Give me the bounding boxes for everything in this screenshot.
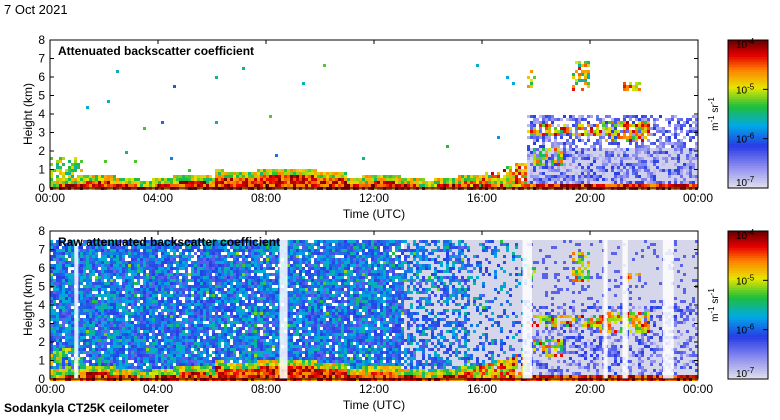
- x-tick-label: 16:00: [467, 382, 497, 396]
- axes: 0 1 2 3 4 5 6 7 8 00:00 04:00 08:00 12:00 16:00 20:00 0…: [21, 33, 713, 221]
- colorbar-unit-label: m-1 sr-1: [707, 288, 721, 322]
- date-label: 7 Oct 2021: [4, 2, 68, 17]
- y-tick-label: 2: [38, 144, 45, 158]
- y-tick-label: 8: [38, 33, 45, 47]
- y-tick-label: 7: [38, 52, 45, 66]
- y-tick-label: 2: [38, 335, 45, 349]
- y-tick-label: 8: [38, 224, 45, 238]
- y-tick-label: 6: [38, 70, 45, 84]
- y-tick-label: 1: [38, 354, 45, 368]
- y-tick-label: 0: [38, 372, 45, 386]
- colorbar-unit-label: m-1 sr-1: [707, 97, 721, 131]
- backscatter-field: [50, 231, 698, 381]
- x-axis-label: Time (UTC): [343, 398, 405, 412]
- y-axis-label: Height (km): [21, 274, 35, 336]
- backscatter-field: [50, 61, 698, 190]
- instrument-label: Sodankyla CT25K ceilometer: [4, 401, 169, 415]
- y-tick-label: 5: [38, 280, 45, 294]
- x-axis-label: Time (UTC): [343, 207, 405, 221]
- x-tick-label: 00:00: [35, 191, 65, 205]
- colorbar: 10-710-610-510-4m-1 sr-1: [707, 37, 769, 189]
- y-tick-label: 0: [38, 181, 45, 195]
- x-tick-label: 04:00: [143, 382, 173, 396]
- y-tick-label: 7: [38, 243, 45, 257]
- x-tick-label: 08:00: [251, 191, 281, 205]
- y-tick-label: 4: [38, 298, 45, 312]
- x-tick-label: 20:00: [575, 382, 605, 396]
- panel-title: Raw attenuated backscatter coefficient: [58, 235, 280, 249]
- x-tick-label: 08:00: [251, 382, 281, 396]
- y-tick-label: 6: [38, 261, 45, 275]
- y-axis-label: Height (km): [21, 83, 35, 145]
- x-tick-label: 00:00: [35, 382, 65, 396]
- x-tick-label: 04:00: [143, 191, 173, 205]
- y-tick-label: 1: [38, 163, 45, 177]
- x-tick-label: 20:00: [575, 191, 605, 205]
- x-tick-label: 12:00: [359, 191, 389, 205]
- panel-title: Attenuated backscatter coefficient: [58, 44, 254, 58]
- y-tick-label: 3: [38, 126, 45, 140]
- x-tick-label: 16:00: [467, 191, 497, 205]
- y-tick-label: 5: [38, 89, 45, 103]
- panel-2: 0 1 2 3 4 5 6 7 8 00:00 04:00 08:00 12:00 16:00 20:00 0…: [21, 224, 769, 412]
- x-tick-label: 00:00: [683, 191, 713, 205]
- panel-1: 0 1 2 3 4 5 6 7 8 00:00 04:00 08:00 12:00 16:00 20:00 0…: [21, 33, 769, 221]
- y-tick-label: 3: [38, 317, 45, 331]
- axes: 0 1 2 3 4 5 6 7 8 00:00 04:00 08:00 12:00 16:00 20:00 0…: [21, 224, 713, 412]
- y-tick-label: 4: [38, 107, 45, 121]
- x-tick-label: 00:00: [683, 382, 713, 396]
- colorbar: 10-710-610-510-4m-1 sr-1: [707, 228, 769, 380]
- x-tick-label: 12:00: [359, 382, 389, 396]
